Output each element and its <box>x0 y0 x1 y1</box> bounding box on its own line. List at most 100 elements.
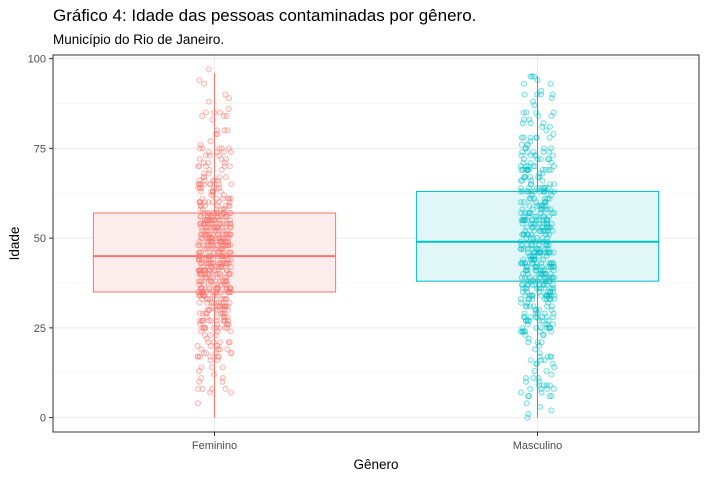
data-point <box>221 159 228 166</box>
data-point <box>550 263 557 270</box>
data-point <box>525 166 532 173</box>
data-point <box>223 220 230 227</box>
data-point <box>216 145 223 152</box>
data-point <box>519 231 526 238</box>
data-point <box>548 188 555 195</box>
data-point <box>205 148 212 155</box>
data-point <box>546 292 553 299</box>
data-point <box>227 231 234 238</box>
data-point <box>199 385 206 392</box>
data-point <box>546 382 553 389</box>
data-point <box>546 156 553 163</box>
data-point <box>206 285 213 292</box>
data-point <box>543 367 550 374</box>
data-point <box>527 357 534 364</box>
data-point <box>222 385 229 392</box>
data-point <box>543 127 550 134</box>
chart-subtitle: Município do Rio de Janeiro. <box>53 32 225 47</box>
data-point <box>526 202 533 209</box>
data-point <box>213 342 220 349</box>
data-point <box>216 271 223 278</box>
data-point <box>227 328 234 335</box>
data-point <box>196 378 203 385</box>
data-point <box>519 188 526 195</box>
data-point <box>518 152 525 159</box>
data-point <box>198 278 205 285</box>
data-point <box>207 353 214 360</box>
y-tick-label: 100 <box>28 54 46 66</box>
data-point <box>526 116 533 123</box>
data-point <box>536 170 543 177</box>
data-point <box>201 80 208 87</box>
data-point <box>204 296 211 303</box>
data-point <box>205 213 212 220</box>
data-point <box>522 292 529 299</box>
data-point <box>227 285 234 292</box>
data-point <box>196 310 203 317</box>
data-point <box>533 134 540 141</box>
data-point <box>546 231 553 238</box>
data-point <box>207 389 214 396</box>
data-point <box>200 159 207 166</box>
data-point <box>196 156 203 163</box>
data-point <box>200 220 207 227</box>
data-point <box>519 166 526 173</box>
data-point <box>517 389 524 396</box>
data-point <box>524 245 531 252</box>
data-point <box>194 400 201 407</box>
data-point <box>539 123 546 130</box>
data-point <box>524 267 531 274</box>
data-point <box>225 95 232 102</box>
data-point <box>213 285 220 292</box>
data-point <box>521 174 528 181</box>
data-point <box>533 109 540 116</box>
data-point <box>551 181 558 188</box>
data-point <box>518 141 525 148</box>
data-point <box>195 367 202 374</box>
data-point <box>196 317 203 324</box>
data-point <box>217 260 224 267</box>
data-point <box>518 209 525 216</box>
data-point <box>195 242 202 249</box>
data-point <box>525 231 532 238</box>
x-tick-label: Masculino <box>513 440 563 452</box>
data-point <box>195 278 202 285</box>
data-point <box>538 389 545 396</box>
data-point <box>519 324 526 331</box>
data-point <box>207 332 214 339</box>
y-axis-title: Idade <box>7 227 22 261</box>
data-point <box>219 364 226 371</box>
data-point <box>549 285 556 292</box>
axis-layer: 0 25 50 75 100 Feminino Masculino <box>28 54 563 452</box>
data-point <box>527 174 534 181</box>
data-point <box>202 202 209 209</box>
data-point <box>212 130 219 137</box>
data-point <box>197 206 204 213</box>
data-point <box>196 299 203 306</box>
data-point <box>223 260 230 267</box>
data-point <box>227 389 234 396</box>
data-point <box>547 271 554 278</box>
data-point <box>550 152 557 159</box>
data-point <box>197 292 204 299</box>
data-point <box>550 109 557 116</box>
data-point <box>209 116 216 123</box>
y-tick-label: 25 <box>34 323 46 335</box>
data-point <box>548 306 555 313</box>
data-point <box>548 145 555 152</box>
data-point <box>205 159 212 166</box>
data-point <box>224 346 231 353</box>
data-point <box>228 224 235 231</box>
y-tick-label: 75 <box>34 143 46 155</box>
data-point <box>202 350 209 357</box>
data-point <box>222 91 229 98</box>
x-tick-label: Feminino <box>192 440 237 452</box>
data-point <box>225 202 232 209</box>
data-point <box>225 105 232 112</box>
y-tick-label: 0 <box>40 413 46 425</box>
data-point <box>546 393 553 400</box>
data-point <box>539 184 546 191</box>
data-point <box>545 278 552 285</box>
data-point <box>208 238 215 245</box>
data-point <box>541 357 548 364</box>
